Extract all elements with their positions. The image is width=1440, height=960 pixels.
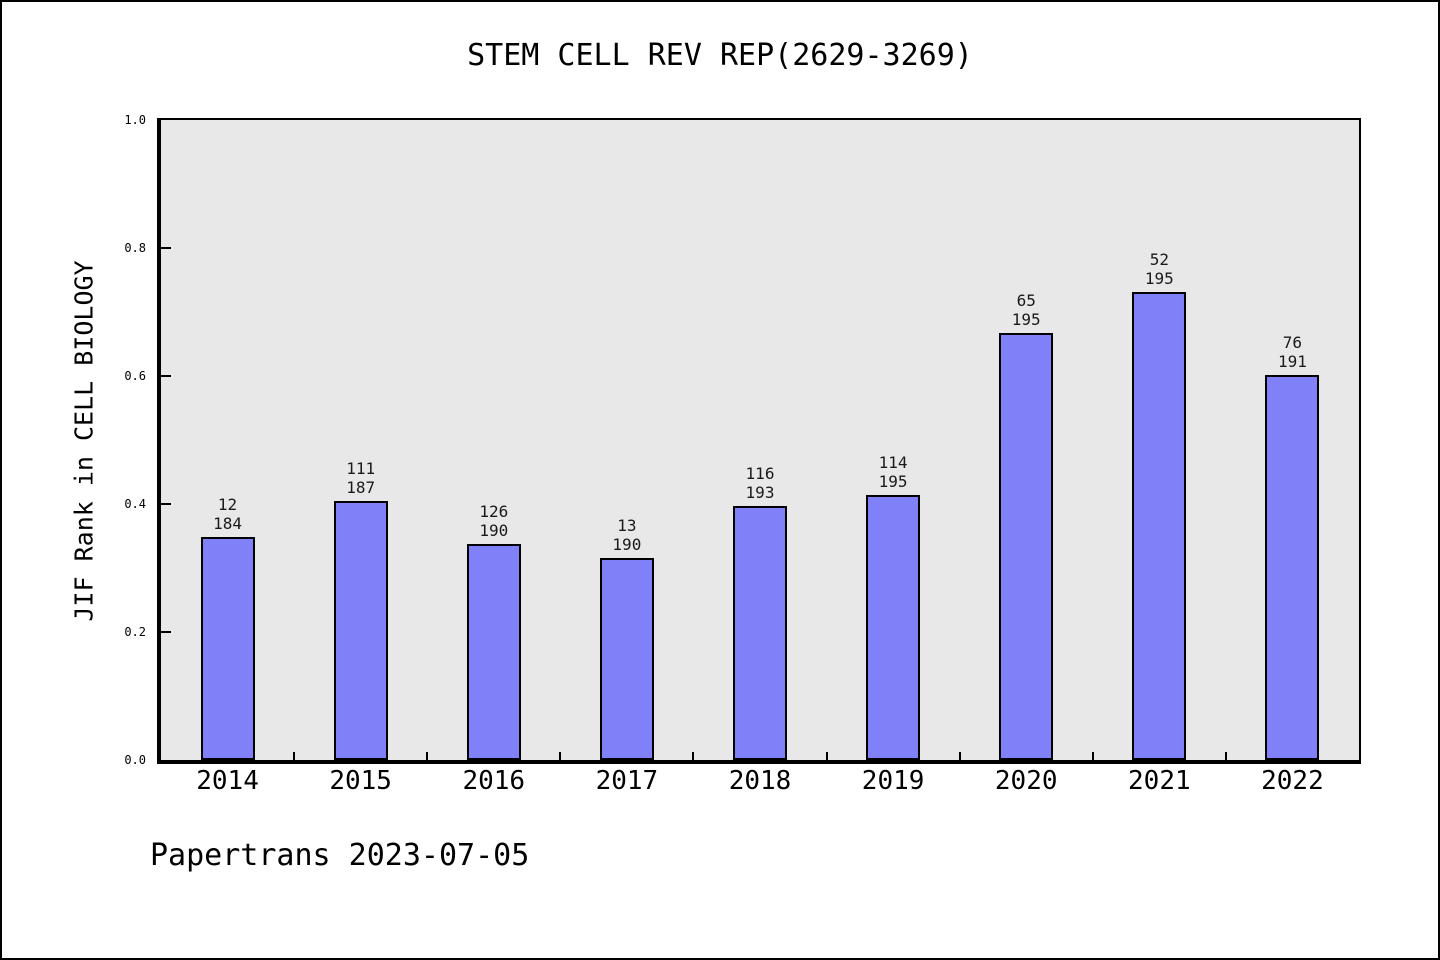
x-axis-category-label: 2015 [329,766,392,796]
bar-value-label-2019: 114 195 [833,453,953,491]
bar-label-total: 190 [612,535,642,554]
bar-label-total: 187 [346,478,376,497]
bar-label-total: 184 [213,514,242,533]
x-axis-tick [559,752,562,760]
plot-inner: 12 184 111 187 126 190 13 190 116 193 114 195 65 195 5… [161,120,1359,760]
y-axis-tick-labels: 0.0 0.2 0.4 0.6 0.8 1.0 [2,113,150,767]
bar-label-rank: 52 [1149,250,1169,269]
chart-title: STEM CELL REV REP(2629-3269) [467,38,973,73]
x-axis-tick [1091,752,1094,760]
bar-value-label-2016: 126 190 [434,502,554,540]
bar-label-rank: 114 [878,453,908,472]
bar-label-rank: 126 [479,502,509,521]
bar-label-rank: 65 [1016,291,1036,310]
bar-value-label-2017: 13 190 [567,516,687,554]
bar-value-label-2022: 76 191 [1232,333,1352,371]
bar-2021 [1132,292,1187,760]
bar-2015 [333,501,388,760]
x-axis-category-label: 2017 [595,766,659,796]
y-axis-tick [161,247,171,249]
bar-label-total: 195 [1011,310,1041,329]
x-axis-tick [692,752,695,760]
bar-2022 [1265,375,1320,760]
y-axis-tick-label: 0.2 [124,625,146,639]
bar-value-label-2015: 111 187 [301,459,421,497]
bar-label-rank: 76 [1282,333,1303,352]
bar-value-label-2018: 116 193 [700,464,820,502]
bar-2018 [733,506,787,760]
bar-2017 [599,558,654,760]
bar-label-total: 195 [1144,269,1174,288]
x-axis-category-label: 2018 [728,766,792,796]
y-axis-tick-label: 0.4 [124,497,146,511]
x-axis-category-label: 2021 [1128,766,1191,796]
x-axis-category-label: 2014 [196,766,259,796]
bar-2019 [866,495,921,760]
x-axis-tick [958,752,961,760]
bar-value-label-2021: 52 195 [1099,250,1219,288]
bar-2014 [200,537,255,760]
x-axis-tick [1224,752,1227,760]
bar-value-label-2014: 12 184 [168,495,288,533]
x-axis-tick [825,752,828,760]
x-axis-category-label: 2020 [994,766,1058,796]
x-axis-tick [426,752,429,760]
bar-label-rank: 13 [617,516,637,535]
y-axis-tick [161,631,171,633]
y-axis-tick [161,503,171,505]
bar-label-total: 190 [479,521,509,540]
x-axis-tick [293,752,296,760]
plot-area: 12 184 111 187 126 190 13 190 116 193 114 195 65 195 5… [157,118,1361,764]
x-axis-tick-labels: 2014 2015 2016 2017 2018 2019 2020 2021 2022 [161,766,1357,798]
y-axis-tick-label: 1.0 [124,113,146,127]
bar-2020 [999,333,1054,760]
y-axis-tick-label: 0.0 [124,753,146,767]
x-axis-category-label: 2019 [861,766,925,796]
bar-value-label-2020: 65 195 [966,291,1086,329]
bar-label-total: 195 [878,472,908,491]
bar-label-total: 191 [1277,352,1307,371]
bar-label-rank: 111 [346,459,376,478]
bar-label-rank: 12 [217,495,238,514]
x-axis-category-label: 2016 [462,766,526,796]
footer-watermark: Papertrans 2023-07-05 [150,838,530,873]
x-axis-category-label: 2022 [1261,766,1324,796]
bar-2016 [466,544,521,760]
bar-label-total: 193 [745,483,775,502]
y-axis-tick-label: 0.6 [124,369,146,383]
y-axis-tick-label: 0.8 [124,241,146,255]
bar-label-rank: 116 [745,464,775,483]
y-axis-tick [161,375,171,377]
